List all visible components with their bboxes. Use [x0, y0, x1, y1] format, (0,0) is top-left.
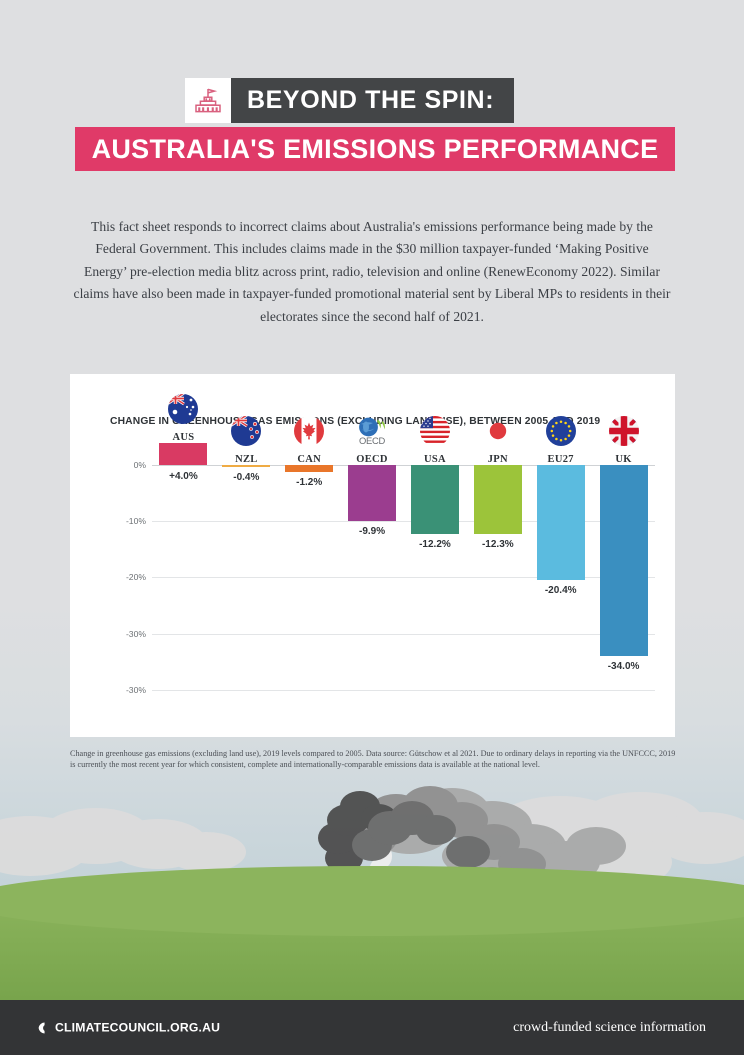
chart-title: CHANGE IN GREENHOUSE GAS EMISSIONS (EXCL…	[110, 416, 601, 427]
y-axis-tick-label: 0%	[133, 460, 146, 470]
bar-value-label: -9.9%	[359, 525, 386, 537]
country-marker: JPN	[478, 415, 518, 465]
gridline	[152, 633, 655, 635]
bar-value-label: -12.3%	[481, 539, 514, 551]
country-marker: AUS	[163, 393, 203, 443]
country-label: EU27	[547, 454, 574, 465]
bar-aus[interactable]	[159, 442, 208, 465]
bar-nzl[interactable]	[222, 465, 271, 468]
country-marker: UK	[604, 415, 644, 465]
gridline	[152, 577, 655, 579]
chart-category-column: AUS +4.0%	[152, 393, 215, 717]
country-label: NZL	[235, 454, 258, 465]
bar-uk[interactable]	[599, 465, 648, 657]
chart-category-column: OECD OECD -9.9%	[341, 417, 404, 717]
parliament-house-icon	[185, 78, 231, 123]
chart-footnote: Change in greenhouse gas emissions (excl…	[70, 749, 676, 770]
chart-category-column: USA -12.2%	[404, 416, 467, 717]
grass-ground	[0, 866, 744, 1000]
flag-australia-icon	[167, 393, 199, 429]
country-label: JPN	[487, 454, 508, 465]
title-line-2: AUSTRALIA'S EMISSIONS PERFORMANCE	[91, 133, 659, 164]
y-axis-tick-label: -30%	[125, 628, 146, 639]
bar-eu27[interactable]	[536, 465, 585, 580]
chart-bars: AUS +4.0% NZL -0.4%	[152, 393, 655, 717]
title-line-1: BEYOND THE SPIN:	[247, 86, 495, 114]
gridline	[152, 689, 655, 691]
y-axis-tick-label: -30%	[125, 684, 146, 695]
title-line-2-bar: AUSTRALIA'S EMISSIONS PERFORMANCE	[75, 127, 675, 171]
bar-value-label: -34.0%	[607, 661, 640, 673]
country-marker: USA	[415, 415, 455, 465]
flag-new-zealand-icon	[230, 416, 262, 451]
bar-value-label: -0.4%	[233, 472, 260, 484]
gridline	[152, 521, 655, 523]
chart-gridlines: 0% -10% -20% -30% -30%	[110, 432, 655, 717]
flag-european-union-icon	[545, 416, 577, 451]
flag-canada-icon	[293, 416, 325, 451]
title-line-1-bar: BEYOND THE SPIN:	[231, 78, 515, 123]
country-marker: OECD OECD	[352, 415, 392, 465]
y-axis-tick-label: -20%	[125, 572, 146, 583]
bar-oecd[interactable]	[348, 465, 397, 521]
bar-value-label: -20.4%	[544, 584, 577, 596]
bar-usa[interactable]	[410, 465, 459, 534]
svg-text:OECD: OECD	[359, 435, 385, 446]
footer-tagline: crowd-funded science information	[513, 1019, 706, 1035]
country-label: OECD	[356, 454, 388, 465]
country-marker: NZL	[226, 415, 266, 465]
chart-category-column: NZL -0.4%	[215, 416, 278, 717]
intro-paragraph: This fact sheet responds to incorrect cl…	[73, 219, 671, 324]
flag-united-kingdom-icon	[608, 416, 640, 451]
chart-panel: CHANGE IN GREENHOUSE GAS EMISSIONS (EXCL…	[70, 374, 675, 737]
bar-can[interactable]	[285, 465, 334, 472]
gridline	[152, 465, 655, 466]
bar-value-label: -1.2%	[296, 476, 323, 488]
footer: CLIMATECOUNCIL.ORG.AU crowd-funded scien…	[0, 1000, 744, 1055]
country-marker: EU27	[541, 415, 581, 465]
chart-category-column: EU27 -20.4%	[529, 416, 592, 717]
chart-category-column: UK -34.0%	[592, 416, 655, 717]
bar-jpn[interactable]	[473, 465, 522, 535]
country-label: USA	[423, 454, 446, 465]
footer-brand[interactable]: CLIMATECOUNCIL.ORG.AU	[33, 1019, 220, 1036]
y-axis-tick-label: -10%	[125, 516, 146, 527]
country-label: AUS	[172, 431, 195, 443]
title-bar-dark: BEYOND THE SPIN:	[185, 78, 515, 123]
flag-japan-icon	[482, 422, 514, 451]
chart-category-column: JPN -12.3%	[466, 422, 529, 717]
chart-plot-area: 0% -10% -20% -30% -30% AUS +	[110, 393, 655, 717]
logo-oecd-icon: OECD	[356, 417, 388, 451]
chart-category-column: CAN -1.2%	[278, 416, 341, 717]
flag-usa-icon	[419, 416, 451, 451]
climate-council-c-icon	[34, 1020, 45, 1035]
country-label: CAN	[297, 454, 322, 465]
country-marker: CAN	[289, 415, 329, 465]
country-label: UK	[615, 454, 632, 465]
coal-power-plant-illustration	[270, 786, 626, 991]
footer-site-url: CLIMATECOUNCIL.ORG.AU	[55, 1020, 221, 1035]
bar-value-label: +4.0%	[169, 471, 198, 482]
bar-value-label: -12.2%	[419, 538, 451, 550]
